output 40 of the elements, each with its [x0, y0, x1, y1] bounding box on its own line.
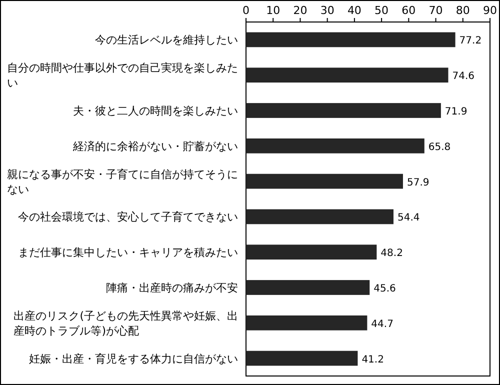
- y-tick-label: 今の社会環境では、安心して子育てできない: [18, 210, 238, 224]
- x-tick-label: 40: [347, 4, 362, 17]
- data-label: 45.6: [374, 284, 396, 294]
- data-label: 65.8: [428, 142, 451, 153]
- bar: [246, 32, 456, 48]
- data-label: 71.9: [444, 106, 468, 118]
- y-tick-label: 出産のリスク(子どもの先天性異常や妊娠、出産時のトラブル等)が心配: [14, 309, 238, 338]
- data-label: 41.2: [362, 354, 384, 366]
- x-tick-label: 60: [402, 4, 416, 17]
- bar: [246, 138, 424, 154]
- x-tick-label: 70: [428, 4, 443, 17]
- data-label: 77.2: [459, 36, 482, 47]
- data-label: 44.7: [371, 318, 394, 330]
- y-tick-label: 妊娠・出産・育児をする体力に自信がない: [29, 352, 238, 366]
- y-tick-label: 親になる事が不安・子育てに自信が持てそうにない: [7, 168, 238, 196]
- x-tick-label: 80: [456, 4, 470, 17]
- x-tick-label: 20: [293, 4, 308, 17]
- bar: [246, 68, 448, 83]
- x-tick-label: 10: [266, 4, 280, 17]
- bar: [246, 209, 394, 224]
- bar: [246, 174, 403, 189]
- y-tick-label: 今の生活レベルを維持したい: [95, 34, 238, 47]
- data-label: 74.6: [452, 71, 475, 82]
- bar: [246, 350, 358, 366]
- bar: [246, 244, 377, 260]
- y-tick-label: 夫・彼と二人の時間を楽しみたい: [73, 104, 238, 118]
- y-tick-label: 自分の時間や仕事以外での自己実現を楽しみたい: [7, 62, 238, 90]
- bar: [246, 280, 370, 295]
- x-tick-label: 30: [320, 4, 334, 17]
- y-tick-label: 経済的に余裕がない・貯蓄がない: [72, 140, 238, 153]
- y-tick-label: 陣痛・出産時の痛みが不安: [106, 282, 238, 294]
- y-tick-label: まだ仕事に集中したい・キャリアを積みたい: [18, 246, 238, 260]
- x-tick-label: 0: [242, 4, 250, 17]
- data-label: 48.2: [380, 248, 403, 260]
- x-tick-label: 90: [483, 4, 497, 17]
- x-tick-label: 50: [374, 4, 389, 17]
- data-label: 54.4: [397, 212, 420, 224]
- bar: [246, 103, 441, 118]
- data-label: 57.9: [406, 177, 430, 188]
- bar: [246, 315, 368, 330]
